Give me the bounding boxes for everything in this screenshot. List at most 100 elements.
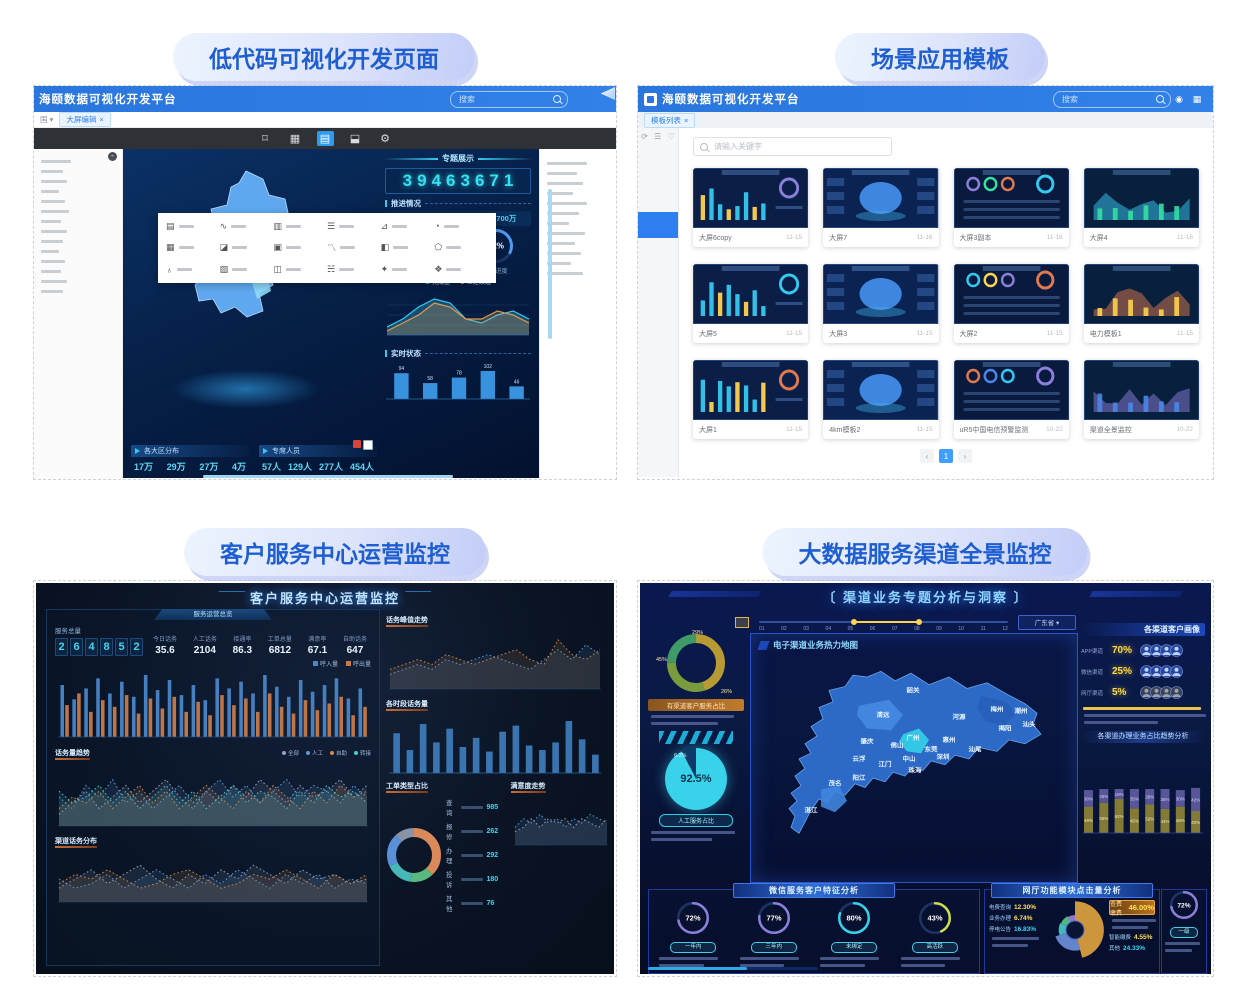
highlight-value: 46.00%: [1128, 903, 1154, 912]
tab-screen-edit[interactable]: 大屏编辑 ×: [59, 112, 111, 127]
header-search-input[interactable]: [1060, 93, 1156, 105]
layer-item[interactable]: [41, 230, 67, 233]
layer-item[interactable]: [41, 160, 71, 163]
keyword-search-input[interactable]: [712, 141, 885, 152]
component-item-16[interactable]: ✦: [381, 264, 435, 275]
component-item-14[interactable]: ◫: [273, 264, 327, 275]
card-caption: 大屏3副本 11-16: [954, 228, 1069, 247]
region-dropdown[interactable]: 广东省 ▾: [1018, 614, 1076, 630]
component-item-1[interactable]: ∿: [220, 221, 274, 232]
component-item-12[interactable]: ♁: [166, 264, 220, 275]
template-card-1[interactable]: 大屏7 11-16: [823, 168, 939, 247]
template-card-7[interactable]: 电力模板1 11-15: [1083, 264, 1199, 343]
horizontal-scrollbar[interactable]: [203, 475, 453, 478]
component-item-8[interactable]: ▣: [273, 241, 327, 254]
collapse-icon[interactable]: -: [108, 152, 117, 161]
toolbar-icon-3[interactable]: ⬓: [349, 133, 361, 145]
template-card-5[interactable]: 大屏3 11-15: [823, 264, 939, 343]
counter-digit: 4: [85, 638, 98, 656]
kpi-stats: 今日话务 35.6 人工话务 2104 接通率 86.3 工单总量 6812 满意率 67.1 自助…: [153, 634, 371, 656]
component-item-0[interactable]: ▤: [166, 221, 220, 232]
layer-item[interactable]: [41, 170, 63, 173]
toolbar-icon-0[interactable]: ⌑: [262, 133, 268, 145]
donut-stat-row: 报修 262: [446, 821, 505, 841]
component-item-13[interactable]: ▨: [220, 264, 274, 275]
hourly-bar-chart: [389, 721, 601, 774]
layer-item[interactable]: [41, 270, 61, 273]
toolbar-icon-4[interactable]: ⚙: [380, 133, 390, 145]
layer-item[interactable]: [41, 200, 65, 203]
layer-item[interactable]: [41, 290, 63, 293]
design-canvas[interactable]: 专题展示 39463671 推进情况 已完成93.2万 总规模5,700万 22…: [123, 149, 539, 478]
page-1-button[interactable]: 1: [939, 449, 953, 463]
sidebar-icon-2[interactable]: ♡: [667, 132, 675, 141]
slider-knob-right[interactable]: [915, 619, 922, 625]
layer-item[interactable]: [41, 260, 65, 263]
header-search[interactable]: [450, 90, 568, 108]
header-search[interactable]: [1053, 90, 1171, 108]
stat-value: 16.83%: [1014, 925, 1037, 933]
svg-text:河源: 河源: [953, 712, 967, 721]
card-caption: 大屏5 11-15: [693, 324, 808, 343]
donut-stat-row: 办理 292: [446, 845, 505, 865]
toolbar-icon-1[interactable]: ▦: [289, 133, 301, 145]
component-item-17[interactable]: ❖: [434, 264, 488, 275]
component-item-6[interactable]: ▦: [166, 241, 220, 254]
component-item-9[interactable]: 〽: [327, 241, 381, 254]
counter-digit: 2: [130, 638, 143, 656]
slider-range[interactable]: [853, 621, 919, 623]
header-search-input[interactable]: [457, 93, 553, 105]
component-item-5[interactable]: ◔: [434, 221, 488, 232]
slider-knob-left[interactable]: [851, 619, 858, 625]
layer-item[interactable]: [41, 250, 59, 253]
sidebar-active-item[interactable]: [638, 212, 678, 238]
component-item-2[interactable]: ▥: [273, 221, 327, 232]
card-name: 大屏5: [699, 330, 717, 338]
template-card-11[interactable]: 渠道全景监控 10-22: [1083, 360, 1199, 439]
sidebar-icon-1[interactable]: ☰: [654, 132, 662, 141]
component-item-11[interactable]: ⬠: [434, 241, 488, 254]
close-icon[interactable]: ×: [99, 115, 104, 124]
template-card-0[interactable]: 大屏6copy 11-15: [693, 168, 809, 247]
svg-text:94: 94: [399, 366, 405, 372]
keyword-search[interactable]: [693, 137, 892, 156]
row-label: APP渠道: [1081, 648, 1104, 655]
close-icon[interactable]: ×: [684, 115, 689, 125]
user-avatar-icon[interactable]: ◉: [1175, 94, 1183, 104]
stat-value: 292: [486, 851, 499, 859]
occupancy-title: 有渠道客户服务占比: [648, 699, 744, 711]
breadcrumb[interactable]: 国 ▾: [40, 115, 54, 124]
template-card-9[interactable]: 4km模板2 11-15: [823, 360, 939, 439]
layer-item[interactable]: [41, 280, 67, 283]
sidebar-icon-0[interactable]: ⟳: [641, 132, 648, 141]
layer-item[interactable]: [41, 190, 59, 193]
toolbar-icon-2[interactable]: ▤: [316, 131, 334, 146]
template-card-6[interactable]: 大屏2 11-15: [953, 264, 1069, 343]
component-item-4[interactable]: ⊿: [381, 221, 435, 232]
next-page-button[interactable]: ›: [958, 449, 972, 463]
time-slider[interactable]: 01 02 03 04 05 06 07 08 09 10 11 12: [759, 619, 1008, 632]
tab-template-list[interactable]: 模板列表 ×: [644, 112, 696, 128]
left-sidebar[interactable]: ⟳ ☰ ♡: [638, 128, 679, 477]
template-card-8[interactable]: 大屏1 11-15: [693, 360, 809, 439]
component-item-10[interactable]: ◧: [381, 241, 435, 254]
calendar-icon[interactable]: [735, 616, 749, 628]
template-card-10[interactable]: uR5中国电信预警监测 10-22: [953, 360, 1069, 439]
template-card-2[interactable]: 大屏3副本 11-16: [953, 168, 1069, 247]
vertical-scrollbar[interactable]: [548, 189, 552, 339]
template-card-3[interactable]: 大屏4 11-16: [1083, 168, 1199, 247]
layer-item[interactable]: [41, 210, 69, 213]
component-item-3[interactable]: ☰: [327, 221, 381, 232]
apps-grid-icon[interactable]: ▦: [1192, 94, 1202, 104]
layer-item[interactable]: [41, 220, 61, 223]
ring-pill: 高活跃: [911, 942, 958, 953]
prev-page-button[interactable]: ‹: [920, 449, 934, 463]
component-label: [393, 246, 409, 250]
layer-item[interactable]: [41, 180, 67, 183]
layer-sidebar[interactable]: -: [34, 149, 123, 478]
card-date: 11-15: [786, 330, 803, 337]
component-item-7[interactable]: ◪: [220, 241, 274, 254]
component-item-15[interactable]: ☵: [327, 264, 381, 275]
layer-item[interactable]: [41, 240, 63, 243]
template-card-4[interactable]: 大屏5 11-15: [693, 264, 809, 343]
